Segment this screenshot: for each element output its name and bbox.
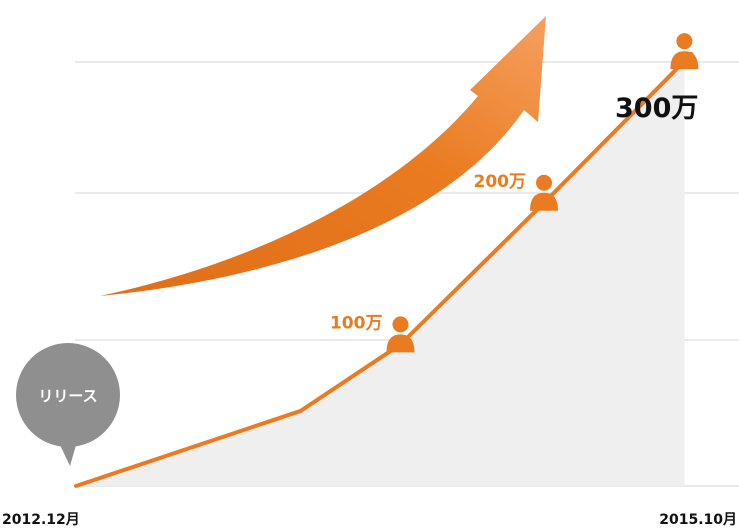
milestone-label: 200万 bbox=[474, 172, 527, 192]
release-bubble-tail bbox=[60, 445, 76, 466]
milestone-label: 300万 bbox=[615, 93, 698, 124]
release-bubble-circle bbox=[16, 343, 120, 447]
release-label: リリース bbox=[38, 387, 97, 405]
person-icon bbox=[530, 174, 558, 211]
milestone-label: 100万 bbox=[330, 313, 383, 333]
series-layer bbox=[74, 52, 694, 488]
growth-area bbox=[76, 61, 685, 487]
x-end-label: 2015.10月 bbox=[659, 512, 737, 528]
curved-up-arrow-icon bbox=[100, 16, 546, 296]
person-icon bbox=[670, 33, 699, 70]
milestones: 100万 200万 300万 bbox=[330, 33, 699, 353]
release-bubble: リリース bbox=[16, 343, 120, 466]
person-icon bbox=[386, 316, 415, 353]
x-start-label: 2012.12月 bbox=[2, 512, 80, 528]
